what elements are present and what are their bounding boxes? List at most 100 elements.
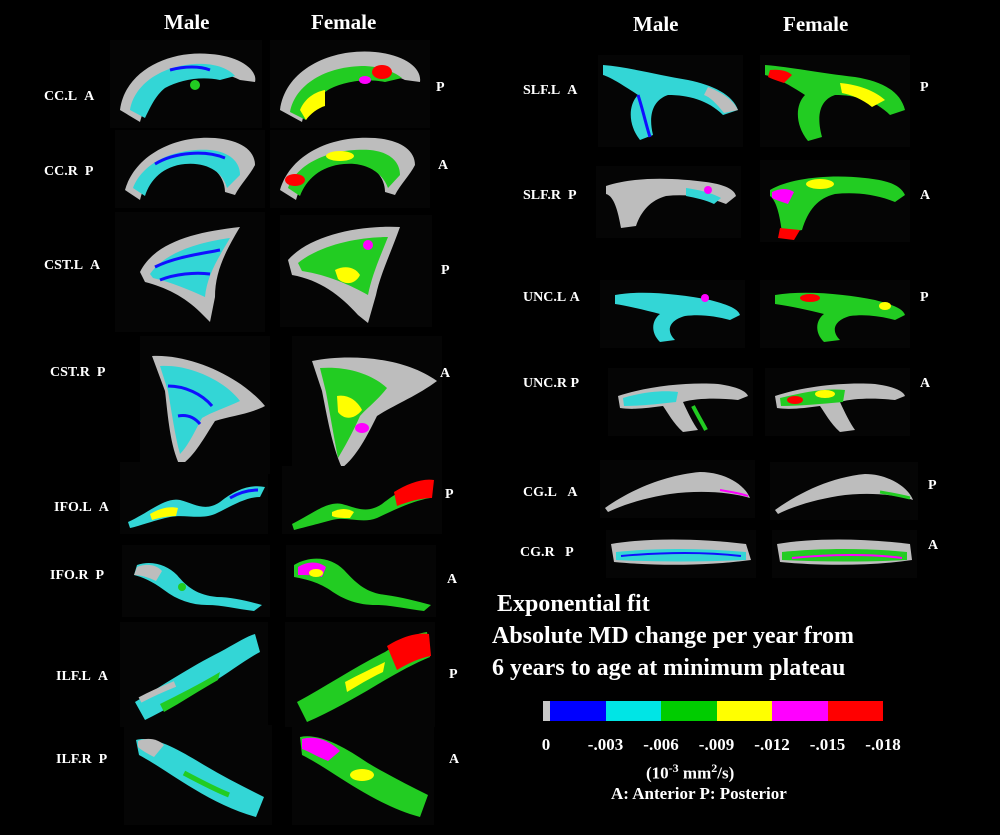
orientation-key: A: Anterior P: Posterior <box>611 784 787 803</box>
tract-surface <box>140 227 240 322</box>
units-label: (10-3 mm2/s) <box>646 761 735 783</box>
scale-swatch <box>772 701 828 721</box>
tract-render-male <box>115 130 265 208</box>
female-direction: P <box>436 80 445 95</box>
tract-render-male <box>110 40 262 128</box>
tract-surface <box>615 292 740 342</box>
tract-surface <box>152 355 265 466</box>
tract-surface <box>294 558 431 611</box>
female-direction: P <box>441 263 450 278</box>
scale-swatch <box>716 701 772 721</box>
legend-title-line2: Absolute MD change per year from <box>492 623 854 649</box>
tract-label: IFO.L A <box>54 500 109 515</box>
tract-render-female <box>760 280 910 348</box>
tract-render-male <box>115 212 265 332</box>
female-direction: P <box>445 487 454 502</box>
tract-label: CG.R P <box>520 545 574 560</box>
tract-surface <box>770 176 905 240</box>
tract-render-female <box>765 368 910 436</box>
tract-render-female <box>292 336 442 474</box>
tract-label: UNC.R P <box>523 376 580 391</box>
tract-surface <box>775 292 905 342</box>
tract-render-female <box>270 40 430 128</box>
tract-surface <box>618 383 748 432</box>
female-direction: A <box>447 572 458 587</box>
tract-label: SLF.R P <box>523 188 577 203</box>
tract-surface <box>120 53 256 122</box>
female-direction: P <box>920 80 929 95</box>
tract-surface <box>777 539 912 565</box>
female-direction: A <box>449 752 460 767</box>
scale-swatch <box>550 701 606 721</box>
header-right-male: Male <box>633 12 679 36</box>
tract-render-female <box>760 55 910 147</box>
tract-label: CG.L A <box>523 485 578 500</box>
tract-render-female <box>286 545 436 617</box>
tract-render-female <box>772 530 917 578</box>
tract-render-male <box>598 55 743 147</box>
tract-surface <box>300 736 428 817</box>
tract-label: ILF.R P <box>56 752 108 767</box>
tract-render-male <box>122 545 270 617</box>
tract-surface <box>297 632 431 722</box>
tract-surface <box>292 479 434 530</box>
tract-surface <box>128 486 265 528</box>
tract-render-male <box>600 280 745 348</box>
tract-render-female <box>285 622 435 727</box>
scale-tick-label: -.018 <box>865 735 901 754</box>
header-right-female: Female <box>783 12 849 36</box>
legend-title-line1: Exponential fit <box>497 591 650 617</box>
tract-label: CST.R P <box>50 365 106 380</box>
scale-swatch <box>661 701 717 721</box>
tract-label: SLF.L A <box>523 83 578 98</box>
tract-label: UNC.L A <box>523 290 580 305</box>
tract-render-male <box>120 462 268 534</box>
female-direction: A <box>438 158 449 173</box>
legend-title-line3: 6 years to age at minimum plateau <box>492 655 846 681</box>
scale-tick-label: -.009 <box>698 735 735 754</box>
tract-surface <box>606 178 736 228</box>
tract-surface <box>135 634 260 720</box>
tract-label: CC.L A <box>44 89 95 104</box>
scale-swatch <box>827 701 883 721</box>
tract-render-female <box>280 215 432 327</box>
tract-render-male <box>606 530 756 578</box>
female-direction: A <box>928 538 939 553</box>
tract-surface <box>312 357 437 468</box>
tract-surface <box>125 137 255 200</box>
tract-render-male <box>120 622 268 727</box>
tract-surface <box>288 226 400 323</box>
tract-surface <box>134 563 262 611</box>
female-direction: A <box>440 366 451 381</box>
tract-render-male <box>600 460 755 518</box>
tract-surface <box>775 474 913 514</box>
color-scale-bar <box>543 701 883 721</box>
tract-surface <box>611 539 751 565</box>
tract-surface <box>765 65 905 141</box>
header-left-female: Female <box>311 10 377 34</box>
female-direction: P <box>449 667 458 682</box>
tract-surface <box>603 65 738 140</box>
tract-render-female <box>760 160 910 242</box>
tract-render-male <box>596 166 741 238</box>
tract-render-female <box>770 462 918 520</box>
tract-surface <box>280 137 415 200</box>
female-direction: P <box>920 290 929 305</box>
scale-tick-label: -.015 <box>809 735 846 754</box>
header-left-male: Male <box>164 10 210 34</box>
scale-swatch-zero <box>543 701 550 721</box>
tract-surface <box>775 383 905 432</box>
tract-label: IFO.R P <box>50 568 105 583</box>
scale-tick-label: 0 <box>541 735 551 754</box>
tract-render-female <box>292 725 434 825</box>
tract-surface <box>280 51 421 122</box>
tract-render-male <box>608 368 753 436</box>
female-direction: A <box>920 376 931 391</box>
female-direction: A <box>920 188 931 203</box>
female-direction: P <box>928 478 937 493</box>
tract-label: CC.R P <box>44 164 94 179</box>
tract-label: ILF.L A <box>56 669 109 684</box>
scale-tick-label: -.003 <box>587 735 624 754</box>
scale-tick-label: -.012 <box>754 735 790 754</box>
tract-render-female <box>270 130 430 208</box>
